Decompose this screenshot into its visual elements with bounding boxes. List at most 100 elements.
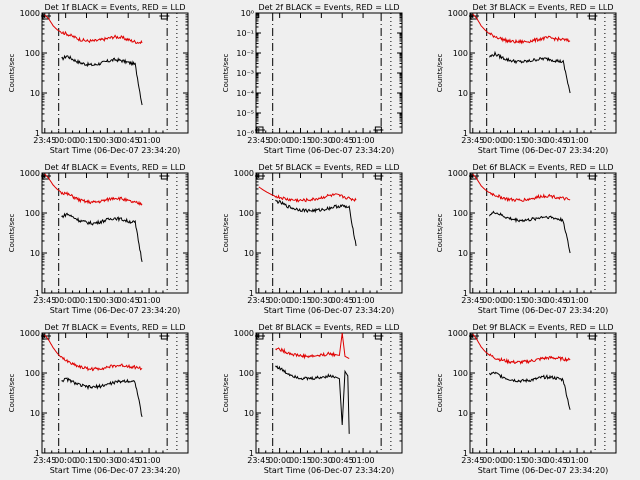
y-tick-label: 1 — [249, 289, 254, 298]
series-events-line — [489, 371, 571, 410]
y-tick-label: 10⁻² — [236, 49, 254, 58]
panel-title: Det 6f BLACK = Events, RED = LLD — [472, 163, 613, 172]
x-tick-label: 00:45 — [117, 296, 140, 305]
x-axis-label: Start Time (06-Dec-07 23:34:20) — [478, 146, 609, 155]
y-tick-label: 1000 — [20, 169, 40, 178]
series-events-line — [489, 210, 571, 254]
plot-frame — [255, 332, 403, 454]
panel-det-8f: Det 8f BLACK = Events, RED = LLD 1 10 100 10… — [222, 323, 403, 475]
series-lld-line — [472, 173, 571, 203]
x-tick-label: 00:15 — [289, 136, 312, 145]
x-tick-label: 00:15 — [289, 456, 312, 465]
y-axis-label: Counts/sec — [222, 214, 230, 253]
x-tick-label: 01:00 — [352, 296, 375, 305]
x-tick-label: 00:15 — [503, 456, 526, 465]
x-tick-label: 00:30 — [524, 136, 547, 145]
series-events-line — [61, 377, 143, 418]
x-tick-label: 23:45 — [247, 456, 270, 465]
x-tick-label: 00:00 — [268, 136, 291, 145]
panel-det-6f: Det 6f BLACK = Events, RED = LLD 1 10 100 10… — [436, 163, 617, 315]
y-tick-label: 1000 — [448, 9, 468, 18]
plot-frame — [255, 172, 403, 294]
plot-frame — [41, 172, 189, 294]
x-tick-label: 00:45 — [331, 296, 354, 305]
y-axis-label: Counts/sec — [8, 374, 16, 413]
x-tick-label: 23:45 — [461, 296, 484, 305]
x-tick-label: 00:00 — [54, 136, 77, 145]
x-tick-label: 00:15 — [75, 136, 98, 145]
y-tick-label: 100 — [453, 369, 468, 378]
x-tick-label: 00:15 — [503, 136, 526, 145]
plot-frame — [41, 332, 189, 454]
plot-frame — [41, 12, 189, 134]
x-tick-label: 00:00 — [482, 456, 505, 465]
x-tick-label: 23:45 — [461, 136, 484, 145]
series-lld-line — [44, 334, 143, 372]
y-axis-label: Counts/sec — [222, 374, 230, 413]
plot-frame — [255, 12, 403, 134]
series-lld-line — [44, 14, 143, 45]
x-axis-label: Start Time (06-Dec-07 23:34:20) — [264, 146, 395, 155]
y-tick-label: 100 — [25, 369, 40, 378]
plot-frame — [469, 172, 617, 294]
y-tick-label: 100 — [453, 49, 468, 58]
y-tick-label: 100 — [25, 49, 40, 58]
x-tick-label: 00:45 — [117, 136, 140, 145]
y-tick-label: 10⁻⁴ — [236, 89, 254, 98]
panel-det-7f: Det 7f BLACK = Events, RED = LLD 1 10 100 10… — [8, 323, 189, 475]
x-tick-label: 01:00 — [138, 136, 161, 145]
panel-det-5f: Det 5f BLACK = Events, RED = LLD 1 10 100 10… — [222, 163, 403, 315]
y-tick-label: 10⁻³ — [236, 69, 254, 78]
y-tick-label: 10 — [30, 89, 40, 98]
y-tick-label: 100 — [25, 209, 40, 218]
x-axis-label: Start Time (06-Dec-07 23:34:20) — [264, 306, 395, 315]
x-tick-label: 00:45 — [545, 136, 568, 145]
x-tick-label: 23:45 — [247, 296, 270, 305]
panel-title: Det 9f BLACK = Events, RED = LLD — [472, 323, 613, 332]
x-tick-label: 00:45 — [331, 456, 354, 465]
series-lld-line — [275, 332, 350, 360]
x-tick-label: 00:00 — [54, 296, 77, 305]
y-tick-label: 1 — [35, 129, 40, 138]
x-tick-label: 00:00 — [482, 136, 505, 145]
series-lld-line — [44, 173, 143, 206]
panel-det-9f: Det 9f BLACK = Events, RED = LLD 1 10 100 10… — [436, 323, 617, 475]
y-tick-label: 1 — [249, 449, 254, 458]
y-tick-label: 10 — [30, 249, 40, 258]
y-tick-label: 100 — [453, 209, 468, 218]
y-axis-label: Counts/sec — [222, 54, 230, 93]
x-axis-label: Start Time (06-Dec-07 23:34:20) — [478, 466, 609, 475]
y-tick-label: 100 — [239, 209, 254, 218]
x-tick-label: 01:00 — [566, 296, 589, 305]
y-tick-label: 1 — [463, 129, 468, 138]
x-tick-label: 01:00 — [352, 456, 375, 465]
x-tick-label: 00:30 — [96, 136, 119, 145]
x-tick-label: 01:00 — [566, 456, 589, 465]
panel-title: Det 1f BLACK = Events, RED = LLD — [44, 3, 185, 12]
x-tick-label: 00:00 — [268, 456, 291, 465]
x-tick-label: 00:00 — [54, 456, 77, 465]
series-events-line — [275, 199, 357, 247]
y-tick-label: 10⁻¹ — [236, 29, 254, 38]
y-tick-label: 10 — [458, 409, 468, 418]
panel-title: Det 8f BLACK = Events, RED = LLD — [258, 323, 399, 332]
x-tick-label: 01:00 — [138, 456, 161, 465]
x-tick-label: 00:30 — [96, 456, 119, 465]
panel-title: Det 7f BLACK = Events, RED = LLD — [44, 323, 185, 332]
x-tick-label: 00:45 — [545, 456, 568, 465]
series-events-line — [489, 50, 571, 94]
y-axis-label: Counts/sec — [436, 214, 444, 253]
y-tick-label: 1 — [463, 289, 468, 298]
x-axis-label: Start Time (06-Dec-07 23:34:20) — [478, 306, 609, 315]
x-tick-label: 00:00 — [268, 296, 291, 305]
y-tick-label: 1 — [463, 449, 468, 458]
x-tick-label: 00:45 — [545, 296, 568, 305]
panel-title: Det 3f BLACK = Events, RED = LLD — [472, 3, 613, 12]
x-tick-label: 01:00 — [352, 136, 375, 145]
y-tick-label: 10⁰ — [241, 9, 254, 18]
x-axis-label: Start Time (06-Dec-07 23:34:20) — [50, 146, 181, 155]
series-lld-line — [472, 333, 571, 365]
x-tick-label: 00:15 — [503, 296, 526, 305]
y-tick-label: 100 — [239, 369, 254, 378]
